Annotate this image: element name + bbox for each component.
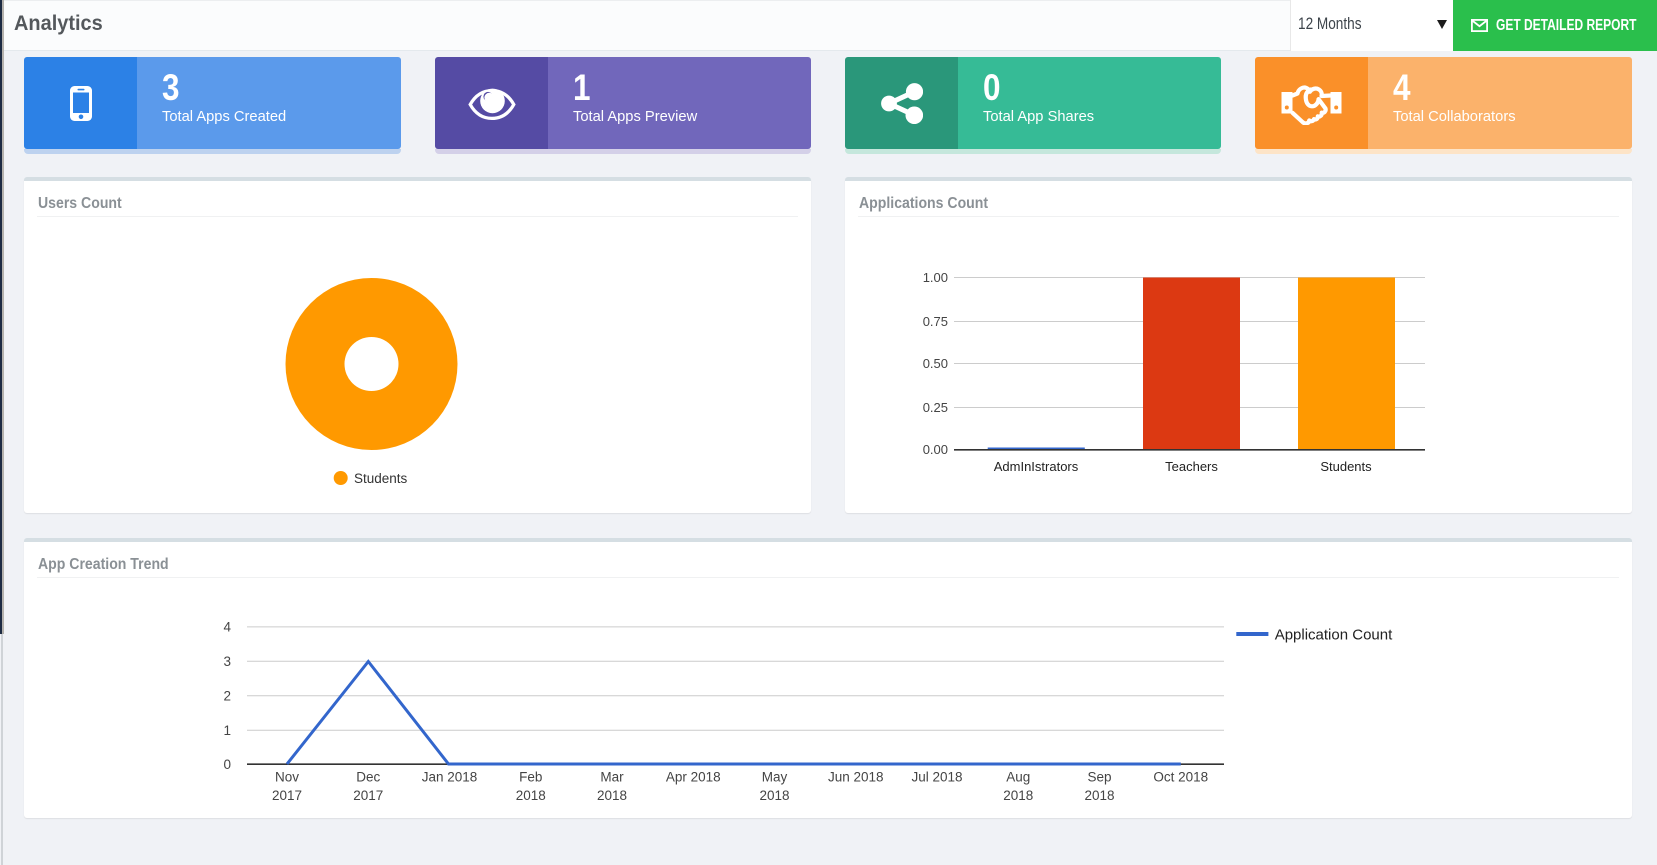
svg-text:AdmInIstrators: AdmInIstrators (994, 459, 1079, 474)
svg-text:Apr 2018: Apr 2018 (666, 770, 721, 785)
svg-text:2018: 2018 (1084, 788, 1114, 803)
svg-text:2: 2 (223, 689, 231, 704)
svg-text:0.50: 0.50 (923, 356, 948, 371)
svg-text:Oct 2018: Oct 2018 (1153, 770, 1208, 785)
svg-text:Sep: Sep (1087, 770, 1111, 785)
svg-text:0.75: 0.75 (923, 314, 948, 329)
svg-text:2018: 2018 (516, 788, 546, 803)
svg-text:1: 1 (223, 723, 231, 738)
svg-text:0.25: 0.25 (923, 400, 948, 415)
svg-text:1.00: 1.00 (923, 270, 948, 285)
svg-text:Mar: Mar (600, 770, 624, 785)
svg-text:Jan 2018: Jan 2018 (422, 770, 478, 785)
svg-text:Students: Students (1320, 459, 1372, 474)
svg-text:2017: 2017 (353, 788, 383, 803)
svg-text:Aug: Aug (1006, 770, 1030, 785)
svg-text:0.00: 0.00 (923, 442, 948, 457)
svg-text:2017: 2017 (272, 788, 302, 803)
svg-text:Feb: Feb (519, 770, 542, 785)
svg-text:Application Count: Application Count (1275, 626, 1393, 643)
svg-text:May: May (762, 770, 788, 785)
svg-text:Jul 2018: Jul 2018 (911, 770, 962, 785)
svg-text:Jun 2018: Jun 2018 (828, 770, 884, 785)
svg-text:4: 4 (223, 620, 231, 635)
svg-text:2018: 2018 (759, 788, 789, 803)
svg-text:2018: 2018 (1003, 788, 1033, 803)
svg-text:3: 3 (223, 654, 231, 669)
svg-text:Dec: Dec (356, 770, 380, 785)
svg-text:0: 0 (223, 757, 231, 772)
svg-text:Teachers: Teachers (1165, 459, 1218, 474)
svg-text:Students: Students (354, 471, 408, 485)
svg-text:Nov: Nov (275, 770, 299, 785)
svg-text:2018: 2018 (597, 788, 627, 803)
